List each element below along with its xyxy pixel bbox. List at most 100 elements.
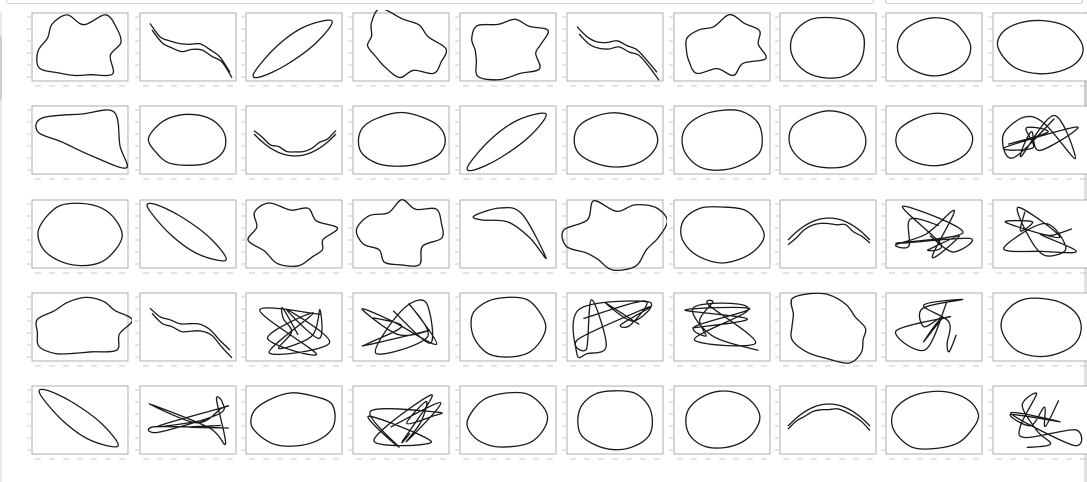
trajectory-curve xyxy=(787,403,871,427)
thumbnail-plot xyxy=(881,292,983,367)
trajectory-curve xyxy=(788,110,867,169)
plot-frame xyxy=(459,105,557,175)
plot-thumbnail[interactable] xyxy=(22,290,132,374)
plot-frame xyxy=(139,12,237,82)
plot-thumbnail[interactable] xyxy=(343,290,453,374)
thumbnail-plot xyxy=(348,292,450,367)
plot-thumbnail[interactable] xyxy=(876,383,986,467)
plot-thumbnail[interactable] xyxy=(876,290,986,374)
thumbnail-plot xyxy=(348,199,450,274)
plot-thumbnail[interactable] xyxy=(983,197,1087,281)
plot-frame xyxy=(673,105,771,175)
plot-thumbnail[interactable] xyxy=(664,197,774,281)
thumbnail-plot xyxy=(27,292,132,367)
plot-thumbnail[interactable] xyxy=(236,197,346,281)
thumbnail-plot xyxy=(241,199,343,274)
plot-thumbnail[interactable] xyxy=(343,197,453,281)
trajectory-curve xyxy=(252,19,333,79)
plot-thumbnail[interactable] xyxy=(770,290,880,374)
plot-thumbnail[interactable] xyxy=(450,197,560,281)
trajectory-curve xyxy=(470,296,547,358)
thumbnail-plot xyxy=(562,12,664,87)
plot-thumbnail[interactable] xyxy=(876,10,986,94)
plot-thumbnail[interactable] xyxy=(876,197,986,281)
trajectory-curve xyxy=(361,299,438,355)
plot-thumbnail[interactable] xyxy=(22,103,132,187)
thumbnail-plot xyxy=(241,292,343,367)
plot-thumbnail[interactable] xyxy=(236,103,346,187)
plot-thumbnail[interactable] xyxy=(236,10,346,94)
plot-thumbnail[interactable] xyxy=(983,103,1087,187)
trajectory-curve xyxy=(896,17,972,77)
trajectory-curve xyxy=(996,19,1084,75)
plot-thumbnail[interactable] xyxy=(130,197,240,281)
filter-field[interactable] xyxy=(885,0,1083,4)
plot-frame xyxy=(352,199,450,269)
plot-thumbnail[interactable] xyxy=(664,10,774,94)
plot-thumbnail[interactable] xyxy=(770,103,880,187)
plot-thumbnail[interactable] xyxy=(450,290,560,374)
thumbnail-plot xyxy=(27,105,129,180)
trajectory-curve xyxy=(471,18,550,81)
thumbnail-plot xyxy=(27,12,129,87)
plot-thumbnail[interactable] xyxy=(664,103,774,187)
plot-frame xyxy=(31,199,129,269)
trajectory-curve xyxy=(146,202,227,262)
trajectory-curve xyxy=(147,113,227,166)
plot-thumbnail[interactable] xyxy=(450,103,560,187)
trajectory-curve xyxy=(149,23,231,73)
left-scroll-rail[interactable] xyxy=(0,12,2,482)
plot-thumbnail[interactable] xyxy=(130,290,240,374)
top-toolbar xyxy=(0,0,1087,4)
plot-thumbnail[interactable] xyxy=(876,103,986,187)
trajectory-curve xyxy=(151,29,233,79)
plot-thumbnail[interactable] xyxy=(557,290,667,374)
plot-thumbnail[interactable] xyxy=(557,10,667,94)
trajectory-curve xyxy=(891,390,980,450)
trajectory-curve xyxy=(36,14,122,77)
thumbnail-plot xyxy=(881,385,983,460)
plot-thumbnail[interactable] xyxy=(983,383,1087,467)
thumbnail-plot xyxy=(455,12,557,87)
plot-thumbnail[interactable] xyxy=(22,10,132,94)
trajectory-curve xyxy=(685,390,761,449)
plot-thumbnail[interactable] xyxy=(450,383,560,467)
plot-thumbnail[interactable] xyxy=(983,290,1087,374)
plot-thumbnail[interactable] xyxy=(22,197,132,281)
plot-thumbnail[interactable] xyxy=(236,383,346,467)
plot-thumbnail[interactable] xyxy=(343,10,453,94)
plot-frame xyxy=(31,385,129,455)
plot-frame xyxy=(352,385,450,455)
trajectory-curve xyxy=(151,312,233,359)
plot-thumbnail[interactable] xyxy=(664,290,774,374)
plot-thumbnail[interactable] xyxy=(557,383,667,467)
plot-thumbnail[interactable] xyxy=(130,103,240,187)
plot-thumbnail[interactable] xyxy=(983,10,1087,94)
plot-thumbnail[interactable] xyxy=(130,383,240,467)
thumbnail-plot xyxy=(775,199,877,274)
thumbnail-plot xyxy=(135,292,237,367)
plot-thumbnail[interactable] xyxy=(770,383,880,467)
search-field[interactable] xyxy=(6,0,874,4)
thumbnail-plot xyxy=(669,199,771,274)
plot-thumbnail[interactable] xyxy=(343,103,453,187)
thumbnail-plot xyxy=(135,12,237,87)
trajectory-curve xyxy=(357,111,446,167)
plot-thumbnail[interactable] xyxy=(770,197,880,281)
plot-thumbnail[interactable] xyxy=(557,103,667,187)
plot-thumbnail[interactable] xyxy=(557,197,667,281)
plot-thumbnail[interactable] xyxy=(450,10,560,94)
plot-thumbnail[interactable] xyxy=(343,383,453,467)
thumbnail-plot xyxy=(775,12,877,87)
plot-frame xyxy=(352,105,450,175)
plot-thumbnail[interactable] xyxy=(770,10,880,94)
plot-thumbnail[interactable] xyxy=(22,383,132,467)
trajectory-curve xyxy=(147,396,230,446)
plot-thumbnail[interactable] xyxy=(664,383,774,467)
thumbnail-plot xyxy=(241,12,343,87)
plot-thumbnail[interactable] xyxy=(130,10,240,94)
thumbnail-plot xyxy=(562,292,664,367)
plot-frame xyxy=(139,292,237,362)
plot-frame xyxy=(245,385,343,455)
plot-thumbnail[interactable] xyxy=(236,290,346,374)
